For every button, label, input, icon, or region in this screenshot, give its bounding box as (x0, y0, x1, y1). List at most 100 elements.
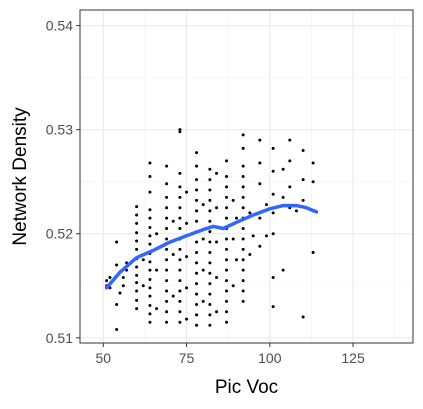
data-point (208, 323, 212, 327)
x-axis-title: Pic Voc (215, 377, 278, 398)
data-point (178, 128, 182, 132)
data-point (115, 327, 119, 331)
data-point (231, 198, 235, 202)
data-point (271, 192, 275, 196)
data-point (178, 130, 182, 134)
data-point (225, 195, 229, 199)
data-point (178, 227, 182, 231)
data-point (178, 310, 182, 314)
data-point (135, 221, 139, 225)
data-point (165, 206, 169, 210)
data-point (148, 208, 152, 212)
data-point (135, 205, 139, 209)
data-point (241, 289, 245, 293)
x-tick-label: 75 (179, 350, 195, 366)
data-point (135, 289, 139, 293)
data-point (135, 239, 139, 243)
data-point (195, 261, 199, 265)
data-point (208, 250, 212, 254)
data-point (148, 175, 152, 178)
data-point (148, 242, 152, 246)
data-point (195, 198, 199, 202)
data-point (178, 216, 182, 220)
data-point (311, 180, 315, 184)
data-point (281, 167, 285, 171)
data-point (115, 302, 119, 306)
data-point (155, 268, 159, 272)
data-point (148, 268, 152, 272)
data-point (178, 171, 182, 175)
data-point (225, 159, 229, 163)
data-point (135, 273, 139, 277)
data-point (235, 258, 239, 262)
data-point (208, 271, 212, 275)
y-axis-title: Network Density (10, 107, 31, 246)
y-tick-label: 0.51 (46, 330, 73, 346)
data-point (208, 282, 212, 286)
data-point (148, 225, 152, 229)
data-point (148, 161, 152, 165)
data-point (201, 268, 205, 272)
x-tick-label: 100 (258, 350, 282, 366)
data-point (258, 161, 262, 165)
data-point (258, 216, 262, 220)
data-point (201, 299, 205, 303)
data-point (195, 292, 199, 296)
data-point (208, 230, 212, 234)
data-point (231, 237, 235, 241)
axes: 50 75 100 125 0.51 0.52 0.53 0.54 (46, 18, 365, 366)
data-point (195, 151, 199, 155)
data-point (165, 237, 169, 241)
data-point (148, 278, 152, 282)
data-point (258, 182, 262, 186)
data-point (225, 175, 229, 178)
data-point (178, 195, 182, 199)
data-point (225, 289, 229, 293)
data-point (225, 185, 229, 189)
data-point (231, 284, 235, 288)
data-point (294, 209, 298, 213)
data-point (208, 292, 212, 296)
data-point (271, 275, 275, 279)
data-point (178, 185, 182, 189)
data-point (108, 275, 112, 279)
data-point (225, 247, 229, 251)
data-point (185, 190, 189, 194)
data-point (185, 317, 189, 321)
data-point (135, 281, 139, 285)
data-point (281, 195, 285, 199)
data-point (185, 286, 189, 290)
data-point (264, 203, 268, 207)
data-point (251, 234, 255, 238)
data-point (165, 310, 169, 314)
data-point (141, 284, 145, 288)
data-point (311, 161, 315, 165)
data-point (225, 258, 229, 262)
data-point (241, 133, 245, 137)
data-point (258, 138, 262, 142)
data-point (271, 169, 275, 173)
data-point (135, 213, 139, 217)
data-point (241, 279, 245, 283)
data-point (195, 302, 199, 306)
data-point (165, 216, 169, 220)
data-point (241, 185, 245, 189)
data-point (208, 219, 212, 223)
data-point (171, 253, 175, 257)
data-point (208, 209, 212, 213)
data-point (271, 146, 275, 150)
data-point (195, 164, 199, 168)
data-point (171, 219, 175, 223)
data-point (271, 232, 275, 236)
data-point (241, 268, 245, 272)
data-point (195, 282, 199, 286)
data-point (248, 211, 252, 215)
x-tick-label: 125 (341, 350, 365, 366)
data-point (235, 216, 239, 220)
data-point (241, 237, 245, 241)
data-point (121, 275, 125, 279)
data-point (185, 255, 189, 259)
data-point (208, 240, 212, 244)
data-point (165, 195, 169, 199)
data-point (241, 146, 245, 150)
